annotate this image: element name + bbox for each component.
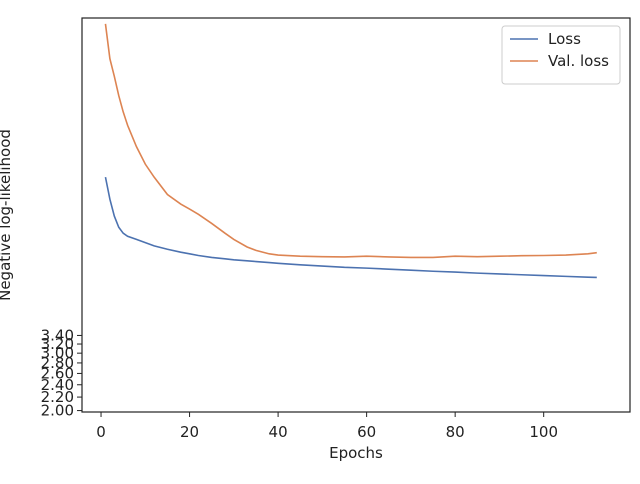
y-tick-label: 2.20 bbox=[41, 388, 74, 406]
x-tick-label: 40 bbox=[269, 423, 288, 441]
plot-frame bbox=[81, 17, 631, 413]
legend-label: Loss bbox=[548, 30, 581, 48]
y-tick-label: 3.00 bbox=[41, 344, 74, 362]
x-tick-label: 100 bbox=[529, 423, 558, 441]
x-tick-label: 80 bbox=[446, 423, 465, 441]
x-tick-label: 0 bbox=[96, 423, 106, 441]
y-tick-label: 2.60 bbox=[41, 364, 74, 382]
y-tick-label: 2.00 bbox=[41, 402, 74, 420]
series-line bbox=[104, 23, 597, 259]
y-tick-label: 2.40 bbox=[41, 376, 74, 394]
legend-label: Val. loss bbox=[548, 52, 609, 70]
x-tick-label: 20 bbox=[180, 423, 199, 441]
legend-box bbox=[501, 25, 621, 85]
y-tick-label: 3.40 bbox=[41, 326, 74, 344]
x-tick-label: 60 bbox=[357, 423, 376, 441]
series-line bbox=[104, 176, 597, 279]
y-tick-label: 2.80 bbox=[41, 354, 74, 372]
y-axis-label: Negative log-likelihood bbox=[0, 129, 14, 301]
x-axis-label: Epochs bbox=[329, 444, 383, 462]
y-tick-label: 3.20 bbox=[41, 335, 74, 353]
